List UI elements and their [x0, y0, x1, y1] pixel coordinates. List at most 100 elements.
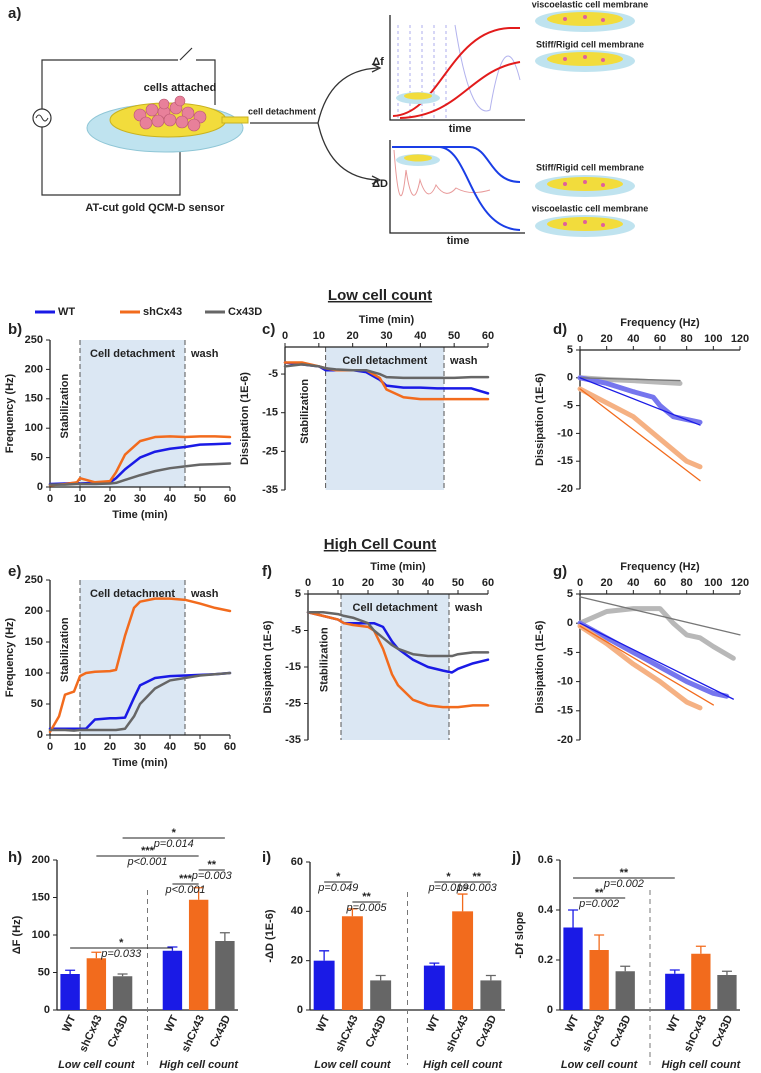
y-tick-label: 100 — [25, 667, 43, 679]
error-bar — [193, 887, 204, 900]
y-tick-label: 200 — [25, 605, 43, 617]
x-tick-label: 0 — [47, 493, 53, 505]
panel-label: f) — [262, 563, 272, 580]
significance-stars: ** — [595, 887, 604, 899]
x-tick-label: 40 — [414, 330, 426, 342]
panel-label: g) — [553, 563, 567, 580]
y-tick-label: -25 — [285, 697, 301, 709]
bar — [313, 960, 335, 1010]
mini-y-label: ΔD — [372, 178, 388, 190]
x-tick-label: 60 — [482, 577, 494, 589]
legend-label: shCx43 — [143, 306, 182, 318]
p-value: p=0.003 — [456, 882, 498, 894]
region-label: Stabilization — [318, 627, 330, 692]
x-tick-label: 60 — [224, 493, 236, 505]
significance-stars: * — [172, 827, 177, 839]
y-tick-label: 50 — [31, 452, 43, 464]
significance-stars: ** — [620, 867, 629, 879]
y-tick-label: 50 — [38, 966, 50, 978]
p-value: p=0.002 — [603, 878, 644, 890]
panel-label: c) — [262, 321, 275, 338]
x-tick-label: 20 — [347, 330, 359, 342]
data-line — [579, 625, 714, 706]
bar — [215, 941, 235, 1010]
error-bar — [620, 965, 631, 972]
y-tick-label: 0 — [547, 1004, 553, 1016]
y-tick-label: -35 — [285, 734, 301, 746]
data-line — [48, 462, 232, 486]
y-tick-label: -15 — [557, 705, 573, 717]
panel-label: e) — [8, 563, 21, 580]
group-label: High cell count — [159, 1059, 239, 1071]
x-tick-label: WT — [665, 1013, 683, 1034]
error-bar — [219, 932, 230, 941]
x-tick-label: 10 — [332, 577, 344, 589]
diagram: a) cells attached AT-cut gold QCM-D sens… — [8, 0, 648, 247]
data-line — [48, 671, 232, 732]
y-tick-label: 100 — [25, 422, 43, 434]
x-axis-label: Time (min) — [112, 509, 168, 521]
y-tick-label: 0 — [37, 481, 43, 493]
y-tick-label: 250 — [25, 574, 43, 586]
x-tick-label: 20 — [104, 741, 116, 753]
x-tick-label: WT — [314, 1013, 332, 1034]
error-bar — [695, 945, 706, 954]
error-bar — [721, 970, 732, 975]
region-label: Cell detachment — [342, 355, 427, 367]
error-bar — [347, 908, 358, 917]
membrane-label: viscoelastic cell membrane — [532, 0, 649, 9]
p-value: p=0.019 — [427, 882, 468, 894]
region-label: wash — [190, 348, 219, 360]
x-tick-label: 0 — [305, 577, 311, 589]
y-tick-label: -5 — [291, 624, 301, 636]
data-line — [577, 623, 703, 711]
error-bar — [669, 969, 680, 974]
bar — [563, 927, 583, 1010]
p-value: p=0.005 — [345, 902, 387, 914]
mini-axis — [389, 15, 525, 121]
x-tick-label: 60 — [654, 577, 666, 589]
y-tick-label: -5 — [563, 646, 573, 658]
x-tick-label: 50 — [448, 330, 460, 342]
sensor-label: AT-cut gold QCM-D sensor — [85, 202, 225, 214]
region-label: Cell detachment — [90, 588, 175, 600]
data-line — [577, 606, 736, 661]
error-bar — [91, 951, 102, 959]
shaded-region — [80, 580, 185, 735]
x-tick-label: 60 — [654, 333, 666, 345]
x-tick-label: 60 — [224, 741, 236, 753]
x-axis-label: Frequency (Hz) — [620, 317, 700, 329]
y-tick-label: -5 — [563, 400, 573, 412]
arrow-head — [371, 63, 382, 185]
x-tick-label: 50 — [452, 577, 464, 589]
panel-label: b) — [8, 321, 22, 338]
mini-sensor — [404, 92, 432, 100]
y-tick-label: 0.2 — [538, 954, 553, 966]
y-tick-label: 5 — [567, 588, 573, 600]
y-tick-label: -25 — [262, 445, 278, 457]
region-label: Cell detachment — [90, 348, 175, 360]
y-tick-label: -20 — [557, 734, 573, 746]
region-label: Cell detachment — [353, 602, 438, 614]
error-bar — [594, 934, 605, 950]
bar — [112, 976, 133, 1010]
data-line — [48, 435, 232, 487]
x-tick-label: 80 — [681, 333, 693, 345]
panel-label: j) — [511, 849, 521, 866]
p-value: p=0.049 — [317, 882, 358, 894]
y-tick-label: 150 — [32, 891, 50, 903]
y-tick-label: 5 — [295, 588, 301, 600]
x-axis-label: Time (min) — [370, 561, 426, 573]
x-tick-label: 120 — [731, 577, 749, 589]
y-tick-label: -15 — [262, 407, 278, 419]
x-tick-label: 40 — [164, 741, 176, 753]
x-tick-label: Cx43D — [608, 1013, 633, 1049]
significance-stars: ** — [472, 871, 481, 883]
mini-axis — [389, 140, 525, 234]
error-bar — [429, 962, 440, 966]
region-label: Stabilization — [299, 379, 311, 444]
legend-label: WT — [58, 306, 75, 318]
cell-cluster — [133, 95, 207, 132]
group-label: High cell count — [423, 1059, 503, 1071]
x-tick-label: 100 — [704, 333, 722, 345]
